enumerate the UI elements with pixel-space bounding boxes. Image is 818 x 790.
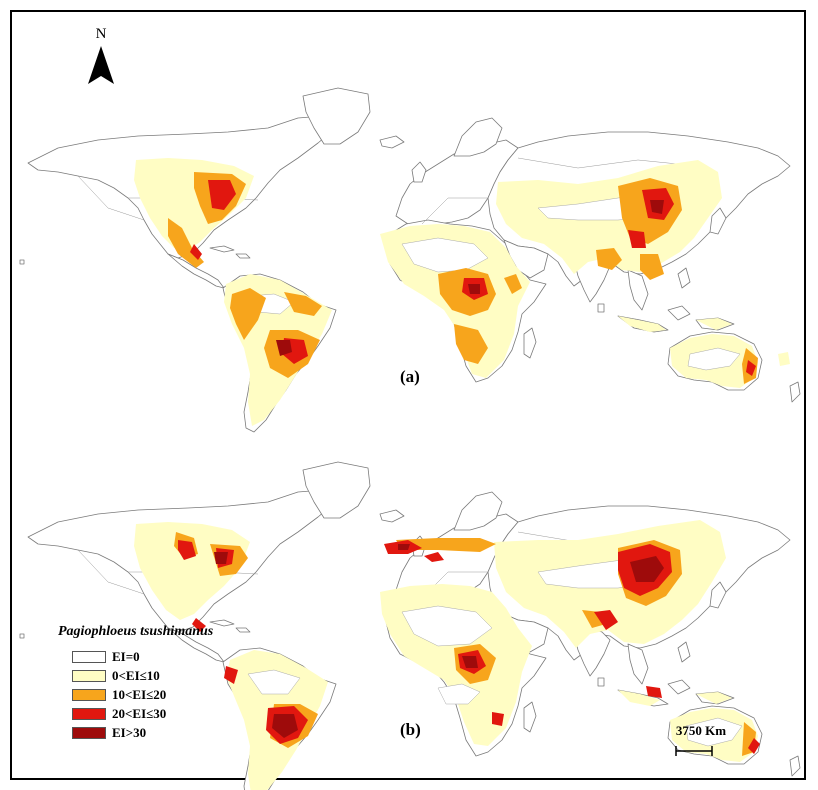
scale-bar-line [675, 746, 713, 756]
legend-swatch [72, 727, 106, 739]
legend: Pagiophloeus tsushimanus EI=0 0<EI≤10 10… [58, 624, 278, 743]
panel-label-a: (a) [400, 367, 420, 386]
scale-bar: 3750 Km [664, 723, 726, 759]
legend-swatch [72, 651, 106, 663]
legend-swatch [72, 689, 106, 701]
legend-swatch [72, 708, 106, 720]
legend-label: 20<EI≤30 [112, 706, 167, 721]
legend-item: EI=0 [72, 648, 278, 666]
panel-label-b: (b) [400, 720, 421, 739]
legend-label: EI=0 [112, 649, 140, 664]
map-panel-a [19, 87, 801, 433]
legend-label: EI>30 [112, 725, 147, 740]
legend-swatch [72, 670, 106, 682]
suitability-overlay-b [134, 520, 760, 790]
legend-item: 0<EI≤10 [72, 667, 278, 685]
legend-label: 10<EI≤20 [112, 687, 167, 702]
legend-title: Pagiophloeus tsushimanus [58, 624, 214, 639]
legend-item: EI>30 [72, 724, 278, 742]
legend-item: 10<EI≤20 [72, 686, 278, 704]
north-arrow-icon [88, 46, 114, 84]
north-arrow: N [84, 26, 118, 92]
legend-item: 20<EI≤30 [72, 705, 278, 723]
legend-label: 0<EI≤10 [112, 668, 160, 683]
north-label: N [95, 26, 107, 42]
scale-label: 3750 Km [675, 723, 727, 738]
suitability-overlay-a [134, 158, 790, 426]
map-panel-b [19, 461, 801, 790]
